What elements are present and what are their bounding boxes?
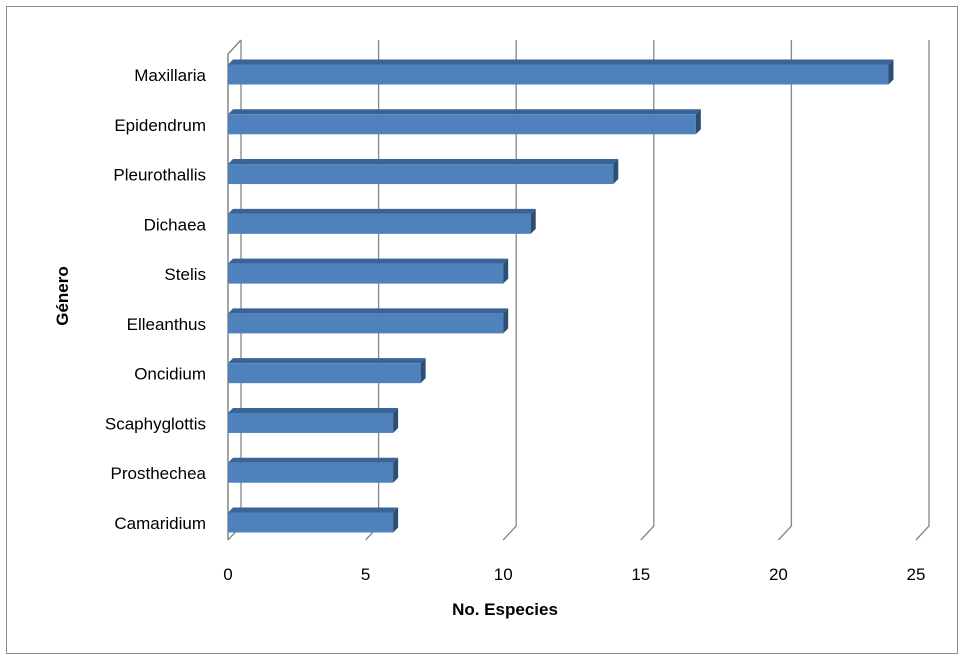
bar-side-face (420, 358, 426, 384)
bar-front-face (228, 164, 614, 185)
gridline (640, 40, 655, 541)
bar-top-face (228, 208, 536, 214)
bar-side-face (503, 308, 509, 334)
category-label: Stelis (164, 265, 206, 284)
x-tick-label: 15 (631, 565, 650, 584)
x-tick-label: 20 (769, 565, 788, 584)
gridline (915, 40, 930, 541)
category-label: Elleanthus (127, 315, 206, 334)
bar-side-face (613, 159, 619, 185)
bar-front-face (228, 263, 504, 284)
bar-top-face (228, 59, 894, 65)
bar-side-face (695, 109, 701, 135)
category-label: Camaridium (114, 514, 206, 533)
category-label: Prosthechea (111, 464, 207, 483)
gridline (777, 40, 793, 541)
bar-front-face (228, 412, 394, 433)
bar (228, 109, 701, 135)
bar-side-face (393, 457, 399, 483)
category-label: Dichaea (144, 215, 207, 234)
category-label: Pleurothallis (113, 166, 206, 185)
bar-front-face (228, 114, 696, 135)
bar (228, 258, 509, 284)
bar-front-face (228, 64, 889, 85)
y-axis-title: Género (53, 266, 72, 326)
bar-top-face (228, 457, 399, 463)
x-axis-title: No. Especies (452, 600, 558, 619)
x-tick-label: 5 (361, 565, 370, 584)
bar-front-face (228, 363, 421, 384)
category-label: Scaphyglottis (105, 414, 206, 433)
x-tick-labels: 0 5 10 15 20 25 (223, 565, 925, 584)
bar (228, 308, 509, 334)
bar-top-face (228, 258, 509, 264)
bar-front-face (228, 313, 504, 334)
category-label: Oncidium (134, 365, 206, 384)
category-label: Maxillaria (134, 66, 206, 85)
bar (228, 457, 399, 483)
bar-top-face (228, 358, 426, 364)
bar-front-face (228, 512, 394, 533)
bar-top-face (228, 407, 399, 413)
bar-side-face (530, 208, 536, 234)
bar-front-face (228, 213, 531, 234)
bar (228, 208, 536, 234)
bar-top-face (228, 507, 399, 513)
bar-front-face (228, 462, 394, 483)
bar (228, 507, 399, 533)
category-labels: Maxillaria Epidendrum Pleurothallis Dichaea… (105, 66, 207, 533)
bar (228, 358, 426, 384)
x-tick-label: 0 (223, 565, 232, 584)
bar-top-face (228, 109, 701, 115)
gridline (502, 40, 517, 541)
bar (228, 407, 399, 433)
x-tick-label: 10 (494, 565, 513, 584)
bar-side-face (888, 59, 894, 85)
bars (228, 59, 894, 533)
category-label: Epidendrum (114, 116, 206, 135)
bar-top-face (228, 308, 509, 314)
bar-side-face (393, 507, 399, 533)
bar-side-face (503, 258, 509, 284)
bar (228, 159, 619, 185)
bar (228, 59, 894, 85)
bar-top-face (228, 159, 619, 165)
x-tick-label: 25 (907, 565, 926, 584)
bar-side-face (393, 407, 399, 433)
